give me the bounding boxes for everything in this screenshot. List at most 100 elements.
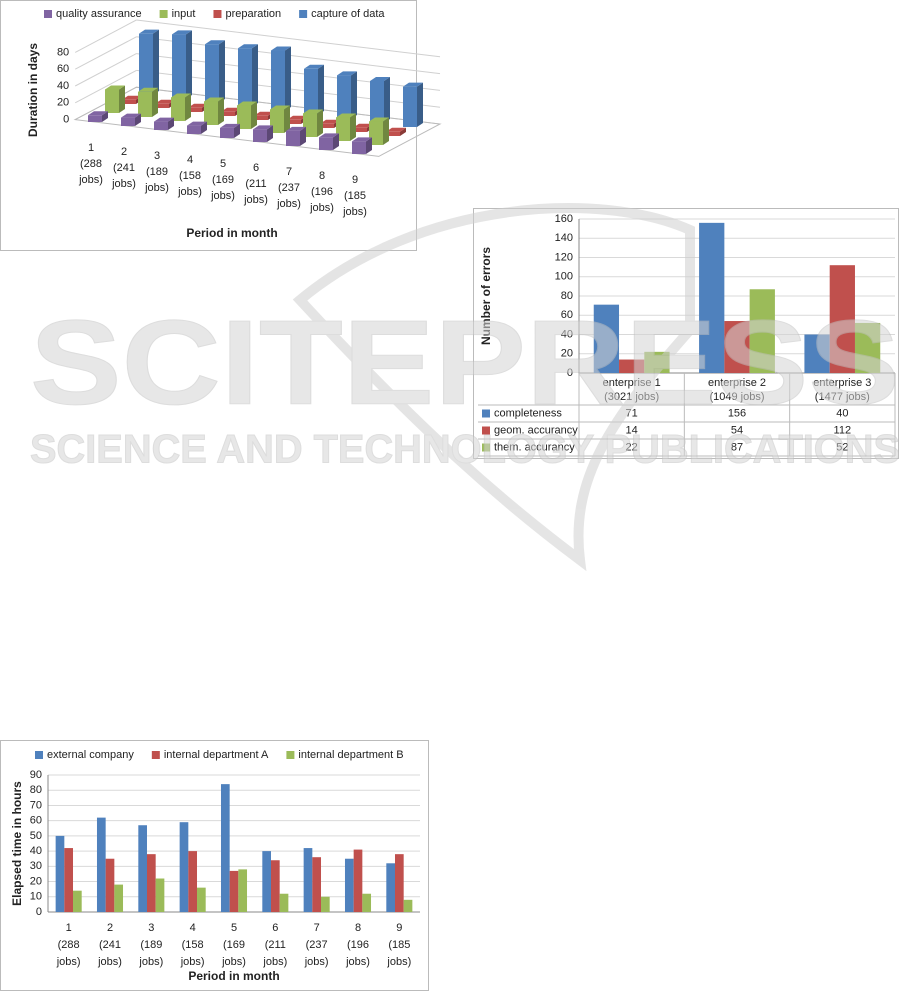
- y-axis-title: Elapsed time in hours: [10, 781, 24, 906]
- bar: [139, 33, 153, 95]
- x-tick-label: 4: [187, 154, 193, 166]
- bar-side: [219, 40, 225, 103]
- x-tick-label: 5: [231, 922, 237, 934]
- bar: [238, 48, 252, 107]
- bar: [699, 222, 725, 373]
- bar-top: [270, 105, 290, 110]
- grid-line: [74, 53, 137, 87]
- watermark-title: SCITEPRESS: [30, 296, 900, 430]
- x-axis-title: Period in month: [188, 969, 279, 983]
- x-tick-label: (241: [113, 162, 135, 174]
- bar: [270, 109, 284, 133]
- legend-swatch: [44, 10, 52, 18]
- x-tick-label: jobs): [386, 956, 411, 968]
- x-tick-label: jobs): [342, 206, 367, 218]
- bar-top: [319, 133, 339, 138]
- x-tick-label: jobs): [276, 198, 301, 210]
- bar: [370, 81, 384, 123]
- bar: [319, 137, 333, 150]
- legend-label: quality assurance: [56, 8, 142, 20]
- bar-top: [220, 123, 240, 128]
- bar: [221, 111, 235, 116]
- bar: [64, 848, 74, 912]
- bar: [188, 107, 202, 112]
- bar-side: [383, 117, 389, 145]
- bar: [312, 857, 322, 912]
- table-value: 40: [836, 407, 848, 419]
- y-tick-label: 90: [30, 769, 42, 781]
- bar: [386, 131, 400, 136]
- x-tick-label: (196: [347, 939, 369, 951]
- x-tick-label: 5: [220, 158, 226, 170]
- legend-label: capture of data: [311, 8, 385, 20]
- table-value: 156: [728, 407, 746, 419]
- bar: [155, 103, 169, 108]
- bar-top: [122, 95, 142, 100]
- x-axis-title: Period in month: [186, 226, 277, 240]
- x-tick-label: (169: [223, 939, 245, 951]
- bar-top: [121, 113, 141, 118]
- bar: [254, 115, 268, 120]
- x-tick-label: (288: [58, 939, 80, 951]
- bar-top: [188, 103, 208, 108]
- table-value: 87: [731, 441, 743, 453]
- legend-swatch: [159, 10, 168, 18]
- bar: [724, 321, 750, 373]
- x-tick-label: jobs): [78, 174, 103, 186]
- legend-label: preparation: [225, 8, 281, 20]
- bar-top: [187, 121, 207, 126]
- bar: [804, 334, 830, 373]
- bar-side: [201, 121, 207, 134]
- bar: [593, 304, 620, 373]
- y-tick-label: 80: [561, 290, 573, 302]
- bar: [138, 91, 152, 117]
- x-tick-label: jobs): [97, 956, 122, 968]
- legend-swatch: [299, 10, 308, 18]
- bar-side: [300, 126, 306, 146]
- grid-line: [74, 69, 137, 104]
- y-tick-label: 80: [57, 46, 69, 58]
- bar-side: [102, 111, 108, 122]
- bar-top: [253, 125, 273, 130]
- bar: [253, 129, 267, 142]
- x-tick-label: jobs): [111, 178, 136, 190]
- bar: [320, 123, 334, 128]
- x-tick-label: jobs): [210, 190, 235, 202]
- bar-top: [88, 111, 108, 116]
- x-tick-label: 8: [319, 170, 325, 182]
- bar-top: [172, 30, 192, 35]
- bar-top: [204, 97, 224, 102]
- x-tick-label: jobs): [221, 956, 246, 968]
- x-tick-label: (241: [99, 939, 121, 951]
- bar: [304, 68, 318, 115]
- x-tick-label: jobs): [304, 956, 329, 968]
- bar-top: [286, 126, 306, 131]
- x-tick-label: jobs): [177, 186, 202, 198]
- bar: [229, 870, 239, 912]
- x-tick-label: (211: [245, 178, 266, 190]
- table-value: 112: [834, 424, 852, 436]
- y-tick-label: 60: [57, 63, 69, 75]
- x-tick-label: (288: [80, 158, 102, 170]
- bar-side: [251, 101, 257, 129]
- bar: [138, 825, 147, 912]
- grid-line: [74, 19, 137, 53]
- bar-side: [252, 44, 258, 107]
- bar: [197, 887, 206, 912]
- bar-side: [284, 105, 290, 133]
- y-tick-label: 80: [30, 784, 42, 796]
- bar-side: [152, 87, 158, 117]
- legend-label: them. accurancy: [494, 441, 575, 453]
- bar-top: [320, 119, 340, 124]
- y-tick-label: 40: [561, 328, 573, 340]
- x-tick-label: (237: [306, 939, 328, 951]
- legend-swatch: [482, 409, 490, 418]
- bar: [96, 817, 106, 912]
- y-tick-label: 20: [57, 97, 69, 109]
- bar: [122, 99, 136, 104]
- legend-swatch: [35, 751, 43, 759]
- x-tick-label: jobs): [56, 956, 81, 968]
- x-tick-label: 9: [396, 922, 402, 934]
- x-tick-label: 8: [355, 922, 361, 934]
- bar-top: [254, 111, 274, 116]
